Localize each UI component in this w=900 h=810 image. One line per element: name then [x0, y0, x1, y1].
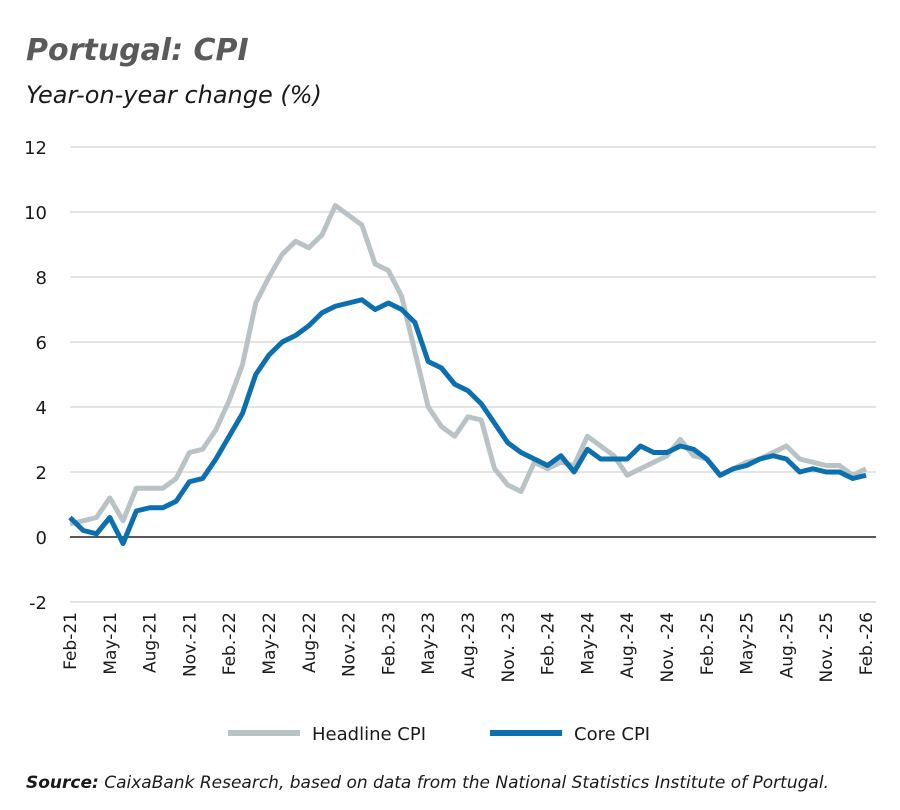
- y-tick-label: 0: [36, 528, 47, 549]
- x-tick-label: Feb.-22: [220, 612, 240, 675]
- x-tick-label: Feb.-24: [539, 612, 559, 675]
- y-tick-label: -2: [29, 593, 47, 614]
- x-tick-label: May-25: [738, 612, 758, 675]
- chart-subtitle: Year-on-year change (%): [26, 81, 322, 109]
- y-tick-label: 10: [24, 203, 47, 224]
- x-tick-label: Aug-21: [141, 612, 161, 673]
- y-tick-label: 6: [36, 333, 47, 354]
- x-tick-label: Feb.-25: [698, 612, 718, 675]
- source: Source: CaixaBank Research, based on dat…: [26, 773, 829, 793]
- chart-title: Portugal: CPI: [26, 33, 249, 68]
- y-tick-label: 8: [36, 268, 47, 289]
- x-tick-label: Aug.-23: [459, 612, 479, 678]
- x-tick-label: Nov. -25: [817, 612, 837, 682]
- source-label: Source:: [26, 773, 99, 793]
- x-tick-label: Nov.-21: [180, 612, 200, 677]
- source-text: CaixaBank Research, based on data from t…: [104, 773, 829, 793]
- legend-label: Core CPI: [574, 724, 650, 745]
- x-tick-label: Feb.-26: [857, 612, 877, 675]
- y-tick-label: 12: [24, 138, 47, 159]
- series-line: [69, 203, 868, 527]
- x-tick-label: Nov. -23: [499, 612, 519, 682]
- x-tick-label: May-23: [419, 612, 439, 675]
- y-tick-label: 4: [36, 398, 47, 419]
- legend-label: Headline CPI: [312, 724, 426, 745]
- x-tick-label: Feb.-23: [379, 612, 399, 675]
- x-tick-label: Aug.-24: [618, 612, 638, 678]
- y-tick-label: 2: [36, 463, 47, 484]
- x-tick-label: Nov. -24: [658, 612, 678, 682]
- series-line: [68, 297, 867, 546]
- x-tick-label: Feb-21: [61, 612, 81, 670]
- x-tick-label: Aug.-25: [777, 612, 797, 678]
- x-tick-label: May-24: [578, 612, 598, 675]
- x-tick-label: Aug-22: [300, 612, 320, 673]
- x-tick-label: May-21: [101, 612, 121, 675]
- x-tick-label: Nov.-22: [340, 612, 360, 677]
- x-tick-label: May-22: [260, 612, 280, 675]
